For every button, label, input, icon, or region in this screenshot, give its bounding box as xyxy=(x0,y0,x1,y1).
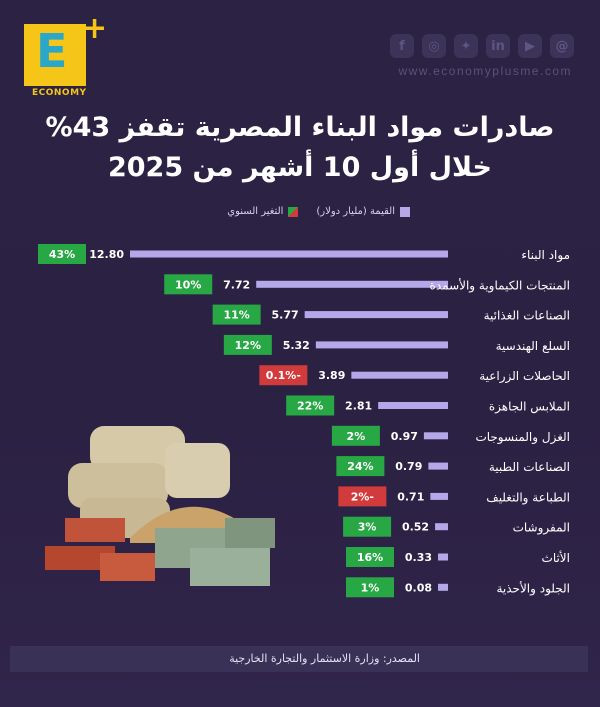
page-subtitle: خلال أول 10 أشهر من 2025 xyxy=(107,152,493,183)
category-label: المفروشات xyxy=(513,521,570,536)
legend-label-value: القيمة (مليار دولار) xyxy=(316,206,395,217)
category-label: الحاصلات الزراعية xyxy=(479,369,570,384)
construction-materials-illustration xyxy=(45,426,275,586)
change-badge xyxy=(346,547,394,567)
change-label: 1% xyxy=(361,581,380,594)
bar xyxy=(423,432,448,440)
legend-item-value: القيمة (مليار دولار) xyxy=(316,206,410,217)
change-badge xyxy=(38,244,86,264)
source-bar: المصدر: وزارة الاستثمار والتجارة الخارجي… xyxy=(10,646,588,672)
legend-swatch-change xyxy=(288,206,299,217)
bar xyxy=(315,341,448,349)
value-label: 5.32 xyxy=(283,339,310,352)
linkedin-icon[interactable]: in xyxy=(486,34,510,58)
bar xyxy=(378,402,448,409)
change-badge xyxy=(164,274,213,295)
change-badge xyxy=(212,304,261,325)
website-url[interactable]: www.economyplusme.com xyxy=(398,64,572,78)
legend-swatch-value xyxy=(400,206,410,217)
change-label: 10% xyxy=(175,278,201,291)
threads-icon[interactable]: @ xyxy=(550,34,574,58)
value-label: 0.79 xyxy=(395,460,422,473)
legend-item-change: التغير السنوي xyxy=(227,206,299,217)
economy-plus-logo[interactable]: E + ECONOMY xyxy=(18,14,107,98)
logo-plus-icon: + xyxy=(82,11,108,46)
change-badge xyxy=(343,516,392,537)
bar xyxy=(130,250,448,258)
change-label: 3% xyxy=(358,521,377,534)
change-label: 43% xyxy=(49,248,75,261)
bar xyxy=(430,492,448,500)
bar xyxy=(428,462,448,470)
logo-letter: E xyxy=(36,24,68,78)
change-label: -0.1% xyxy=(266,369,301,382)
value-label: 0.71 xyxy=(397,490,424,503)
page-title: صادرات مواد البناء المصرية تقفز 43% xyxy=(45,112,555,143)
bricks-icon xyxy=(45,518,155,581)
value-label: 2.81 xyxy=(345,400,372,413)
change-badge xyxy=(336,456,385,477)
change-label: 2% xyxy=(347,430,366,443)
change-badge xyxy=(223,334,272,355)
bar xyxy=(435,523,448,531)
bar xyxy=(351,371,448,379)
value-label: 7.72 xyxy=(223,278,250,291)
category-label: الصناعات الطبية xyxy=(489,460,570,474)
change-label: 22% xyxy=(297,400,323,413)
bar xyxy=(304,311,448,319)
change-label: 24% xyxy=(347,460,373,473)
money-stacks-icon xyxy=(155,518,275,586)
change-label: 12% xyxy=(235,339,261,352)
change-badge xyxy=(286,395,335,416)
category-label: الطباعة والتغليف xyxy=(486,490,570,505)
logo-square xyxy=(24,24,86,86)
value-label: 0.33 xyxy=(405,551,432,564)
instagram-icon[interactable]: ◎ xyxy=(422,34,446,58)
category-label: الأثاث xyxy=(542,550,570,565)
change-label: 11% xyxy=(223,309,249,322)
value-label: 0.52 xyxy=(402,521,429,534)
category-label: الصناعات الغذائية xyxy=(484,309,570,323)
category-label: الجلود والأحذية xyxy=(496,580,570,596)
bar xyxy=(256,280,448,288)
change-label: 16% xyxy=(357,551,383,564)
source-text: المصدر: وزارة الاستثمار والتجارة الخارجي… xyxy=(229,652,420,665)
change-badge xyxy=(259,365,308,386)
category-label: الملابس الجاهزة xyxy=(489,400,570,415)
facebook-icon[interactable]: f xyxy=(390,34,414,58)
bar xyxy=(438,553,448,561)
value-label: 5.77 xyxy=(272,309,299,322)
category-label: مواد البناء xyxy=(521,248,570,263)
youtube-icon[interactable]: ▶ xyxy=(518,34,542,58)
logo-wordmark: ECONOMY xyxy=(32,88,87,98)
change-badge xyxy=(331,425,380,446)
value-label: 0.97 xyxy=(391,430,418,443)
category-label: الغزل والمنسوجات xyxy=(475,430,570,445)
legend-label-change: التغير السنوي xyxy=(227,206,284,217)
value-label: 0.08 xyxy=(405,581,432,594)
change-badge xyxy=(346,577,394,598)
value-label: 3.89 xyxy=(318,369,345,382)
category-label: السلع الهندسية xyxy=(496,339,570,353)
twitter-icon[interactable]: ✦ xyxy=(454,34,478,58)
value-label: 12.80 xyxy=(89,248,124,261)
change-badge xyxy=(338,486,387,507)
bar xyxy=(438,583,448,591)
chart-legend: القيمة (مليار دولار) التغير السنوي xyxy=(227,206,410,217)
social-icons: f ◎ ✦ in ▶ @ xyxy=(390,34,574,58)
change-label: -2% xyxy=(351,490,374,503)
category-label: المنتجات الكيماوية والأسمدة xyxy=(430,277,570,293)
